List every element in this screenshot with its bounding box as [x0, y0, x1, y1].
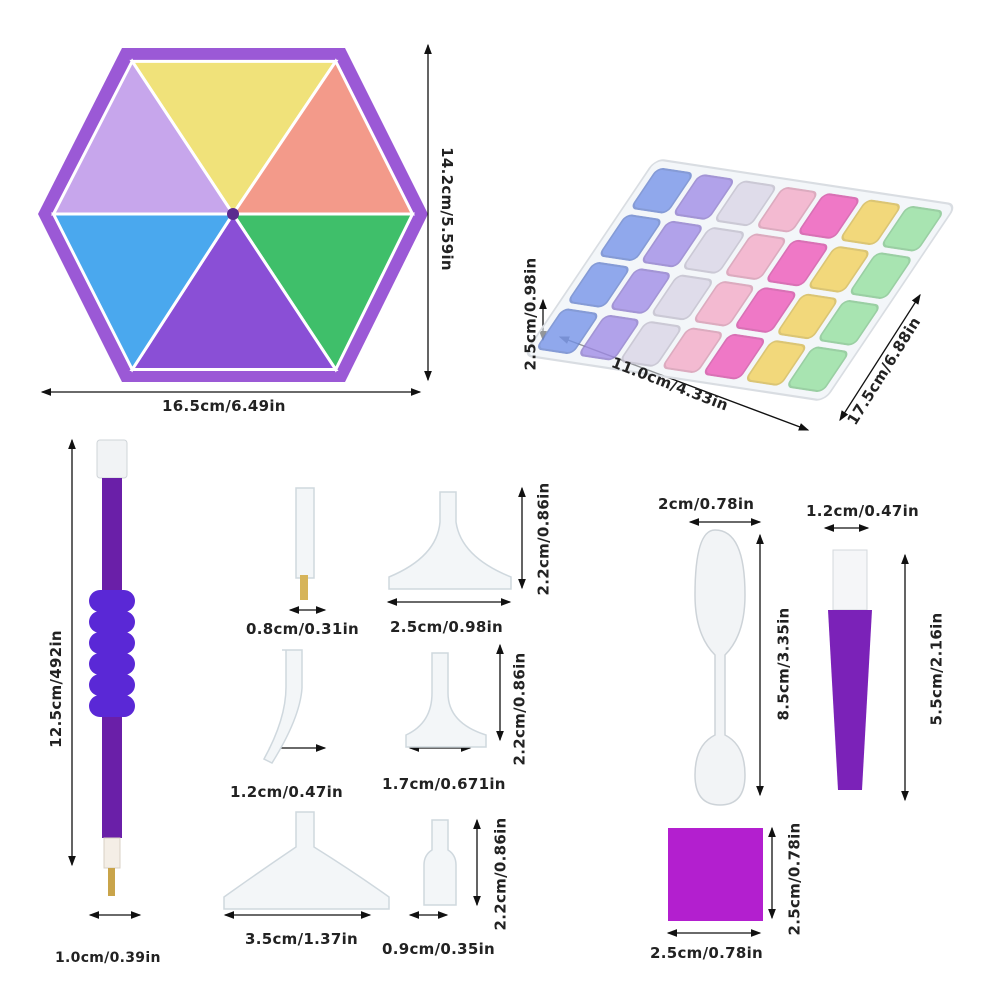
tip-single [295, 487, 315, 579]
tray-width-label: 16.5cm/6.49in [162, 397, 286, 415]
tip-wide [388, 491, 512, 590]
tip-medium [405, 652, 487, 748]
pen-grip-ring [89, 611, 135, 633]
brush-bristles [832, 549, 868, 611]
tip-small [423, 819, 457, 906]
box-length-arrow [839, 293, 921, 422]
brush [828, 549, 872, 790]
box-height-label: 2.5cm/0.98in [521, 257, 540, 371]
hexagon-tray [38, 48, 428, 382]
tip-small-width-label: 0.9cm/0.35in [382, 940, 496, 958]
spoon [694, 529, 746, 806]
drill-pen [89, 439, 135, 896]
tray-height-label: 14.2cm/5.59in [437, 147, 456, 271]
brush-length-label: 5.5cm/2.16in [927, 612, 946, 726]
pen-grip [89, 590, 135, 717]
tip-large [223, 811, 390, 910]
pen-grip-ring [89, 695, 135, 717]
tip-wide-height-label: 2.2cm/0.86in [534, 482, 553, 596]
tip-medium-height-label: 2.2cm/0.86in [510, 652, 529, 766]
tray-section-upper-left [51, 58, 236, 216]
pen-width-label: 1.0cm/0.39in [55, 950, 161, 966]
brush-handle [828, 610, 872, 790]
pen-collar [103, 837, 121, 869]
tips [223, 487, 512, 910]
wax-height-label: 2.5cm/0.78in [785, 822, 804, 936]
tip-bent-label: 1.2cm/0.47in [230, 783, 344, 801]
tip-large-label: 3.5cm/1.37in [245, 930, 359, 948]
pen-tip [108, 868, 115, 896]
dimension-arrows [40, 43, 921, 937]
tip-small-height-label: 2.2cm/0.86in [491, 817, 510, 931]
pen-grip-ring [89, 590, 135, 612]
pen-grip-ring [89, 632, 135, 654]
pen-cap-end [96, 439, 128, 479]
spoon-width-label: 2cm/0.78in [658, 495, 755, 513]
tip-single-label: 0.8cm/0.31in [246, 620, 360, 638]
pen-grip-ring [89, 674, 135, 696]
spoon-length-label: 8.5cm/3.35in [774, 607, 793, 721]
tip-wide-width-label: 2.5cm/0.98in [390, 618, 504, 636]
tray-center [227, 208, 239, 220]
pen-length-label: 12.5cm/492in [46, 630, 65, 748]
wax-width-label: 2.5cm/0.78in [650, 944, 764, 962]
pen-grip-ring [89, 653, 135, 675]
tip-medium-width-label: 1.7cm/0.671in [382, 775, 506, 793]
brush-width-label: 1.2cm/0.47in [806, 502, 920, 520]
wax-square [668, 828, 763, 921]
tip-bent [262, 649, 303, 764]
tip-single-metal [300, 575, 308, 600]
